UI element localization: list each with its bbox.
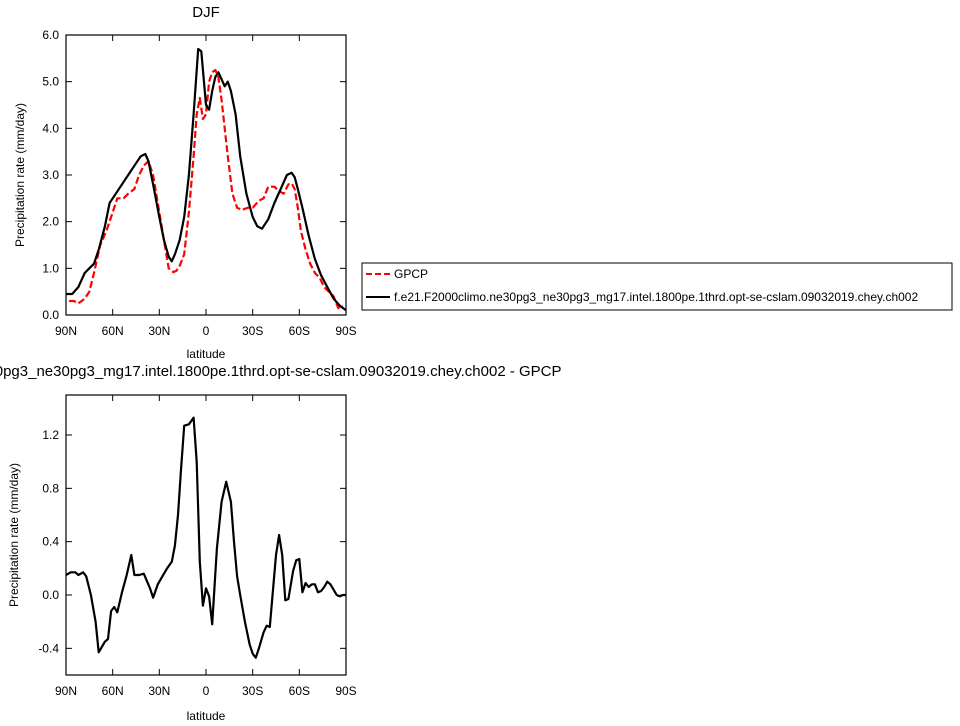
bottom-plot-frame (65, 394, 347, 676)
bottom-y-tick-label: 0.8 (42, 481, 59, 495)
top-y-tick-label: 0.0 (42, 308, 59, 322)
top-x-tick-label: 90S (335, 324, 356, 338)
bottom-y-tick-label: 0.0 (42, 588, 59, 602)
bottom-x-tick-label: 90S (335, 684, 356, 698)
bottom-x-tick-label: 0 (203, 684, 210, 698)
bottom-y-ticks: -0.4 0.0 0.4 0.8 1.2 (38, 428, 346, 655)
top-x-tick-label: 60N (102, 324, 124, 338)
bottom-y-tick-label: -0.4 (38, 641, 59, 655)
top-x-tick-label: 30N (148, 324, 170, 338)
top-x-tick-label: 90N (55, 324, 77, 338)
top-chart-panel: DJF 0.0 1.0 2.0 3.0 4.0 5.0 6.0 90N 60N 30N 0 30S 6… (13, 4, 357, 361)
top-series-line-model (66, 47, 347, 312)
bottom-x-tick-label: 30N (148, 684, 170, 698)
legend-label-gpcp: GPCP (394, 267, 428, 281)
top-series-line-gpcp (69, 68, 344, 310)
legend: GPCP f.e21.F2000climo.ne30pg3_ne30pg3_mg… (361, 262, 953, 311)
bottom-x-tick-label: 90N (55, 684, 77, 698)
top-y-tick-label: 2.0 (42, 215, 59, 229)
top-plot-frame (65, 34, 347, 316)
top-x-tick-label: 30S (242, 324, 263, 338)
bottom-series-line-model (65, 416, 346, 659)
top-x-tick-label: 60S (289, 324, 310, 338)
bottom-y-tick-label: 1.2 (42, 428, 59, 442)
top-x-ticks: 90N 60N 30N 0 30S 60S 90S (55, 35, 357, 338)
top-x-axis-label: latitude (187, 347, 226, 361)
top-y-tick-label: 5.0 (42, 75, 59, 89)
top-y-tick-label: 1.0 (42, 261, 59, 275)
bottom-x-tick-label: 60S (289, 684, 310, 698)
bottom-chart-panel: f.e21.F2000climo.ne30pg3_ne30pg3_mg17.in… (0, 363, 562, 723)
top-y-ticks: 0.0 1.0 2.0 3.0 4.0 5.0 6.0 (42, 28, 346, 322)
bottom-x-ticks: 90N 60N 30N 0 30S 60S 90S (55, 395, 357, 698)
bottom-x-axis-label: latitude (187, 709, 226, 723)
bottom-y-tick-label: 0.4 (42, 535, 59, 549)
bottom-x-tick-label: 30S (242, 684, 263, 698)
top-series-group (66, 47, 347, 312)
bottom-chart-title: f.e21.F2000climo.ne30pg3_ne30pg3_mg17.in… (0, 363, 562, 380)
top-y-tick-label: 6.0 (42, 28, 59, 42)
legend-label-model: f.e21.F2000climo.ne30pg3_ne30pg3_mg17.in… (394, 290, 918, 304)
bottom-y-axis-label: Precipitation rate (mm/day) (7, 463, 21, 607)
top-y-axis-label: Precipitation rate (mm/day) (13, 103, 27, 247)
top-chart-title: DJF (192, 4, 220, 21)
bottom-x-tick-label: 60N (102, 684, 124, 698)
bottom-series-group (65, 416, 346, 659)
top-x-tick-label: 0 (203, 324, 210, 338)
top-y-tick-label: 4.0 (42, 121, 59, 135)
top-y-tick-label: 3.0 (42, 168, 59, 182)
legend-box (361, 262, 953, 311)
